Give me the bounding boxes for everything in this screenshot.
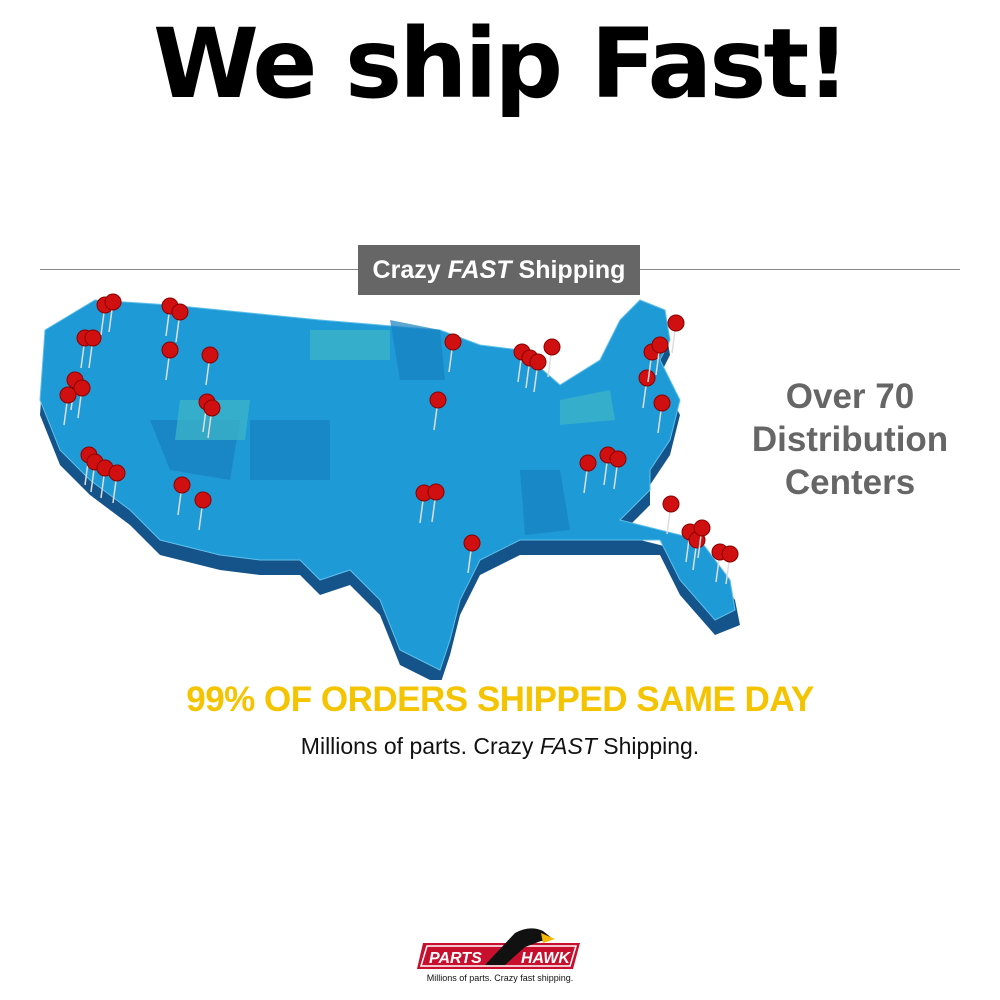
map-pin-icon (194, 491, 212, 509)
map-pin-icon (427, 483, 445, 501)
map-pin-icon (667, 314, 685, 332)
map-pin-icon (662, 495, 680, 513)
tagline-text-2: Shipping. (603, 733, 700, 759)
map-pin-icon (543, 338, 561, 356)
svg-text:HAWK: HAWK (521, 950, 571, 967)
badge-text-2: Shipping (518, 255, 626, 284)
hawk-logo-icon: PARTS HAWK (417, 928, 580, 969)
map-pin-icon (104, 293, 122, 311)
map-pin-icon (173, 476, 191, 494)
side-line-1: Over 70 (785, 377, 915, 416)
map-pin-icon (444, 333, 462, 351)
map-pin-icon (73, 379, 91, 397)
parts-hawk-logo[interactable]: PARTS HAWK Millions of parts. Crazy fast… (415, 925, 585, 987)
map-pin-icon (203, 399, 221, 417)
same-day-stat: 99% OF ORDERS SHIPPED SAME DAY (186, 680, 814, 719)
map-pin-icon (429, 391, 447, 409)
badge-text: Crazy (372, 255, 441, 284)
logo-tagline: Millions of parts. Crazy fast shipping. (426, 973, 574, 983)
state-shading-2 (175, 330, 615, 440)
map-pin-icon (84, 329, 102, 347)
map-pin-icon (463, 534, 481, 552)
side-line-2: Distribution (751, 420, 949, 459)
us-map (39, 299, 736, 671)
map-pin-icon (721, 545, 739, 563)
pins (59, 293, 739, 585)
tagline: Millions of parts. Crazy FAST Shipping. (0, 733, 1000, 760)
badge-emphasis: FAST (447, 255, 512, 284)
us-distribution-map (39, 293, 740, 680)
shipping-badge: Crazy FAST Shipping (358, 245, 640, 295)
headline: We ship Fast! (152, 8, 850, 120)
side-line-3: Centers (784, 463, 916, 502)
map-pin-icon (579, 454, 597, 472)
distribution-centers-text: Over 70 Distribution Centers (730, 375, 970, 504)
tagline-text: Millions of parts. Crazy (300, 733, 534, 759)
map-pin-icon (529, 353, 547, 371)
map-pin-icon (653, 394, 671, 412)
map-pin-icon (609, 450, 627, 468)
map-pin-icon (171, 303, 189, 321)
map-pin-icon (108, 464, 126, 482)
map-pin-icon (693, 519, 711, 537)
map-pin-icon (59, 386, 77, 404)
map-pin-icon (201, 346, 219, 364)
tagline-emphasis: FAST (539, 733, 597, 759)
map-pin-icon (651, 336, 669, 354)
map-pin-icon (638, 369, 656, 387)
map-pin-icon (161, 341, 179, 359)
svg-text:PARTS: PARTS (429, 950, 482, 967)
